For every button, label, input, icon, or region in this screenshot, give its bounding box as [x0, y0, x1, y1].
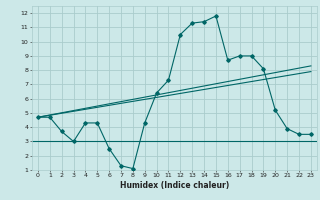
X-axis label: Humidex (Indice chaleur): Humidex (Indice chaleur): [120, 181, 229, 190]
